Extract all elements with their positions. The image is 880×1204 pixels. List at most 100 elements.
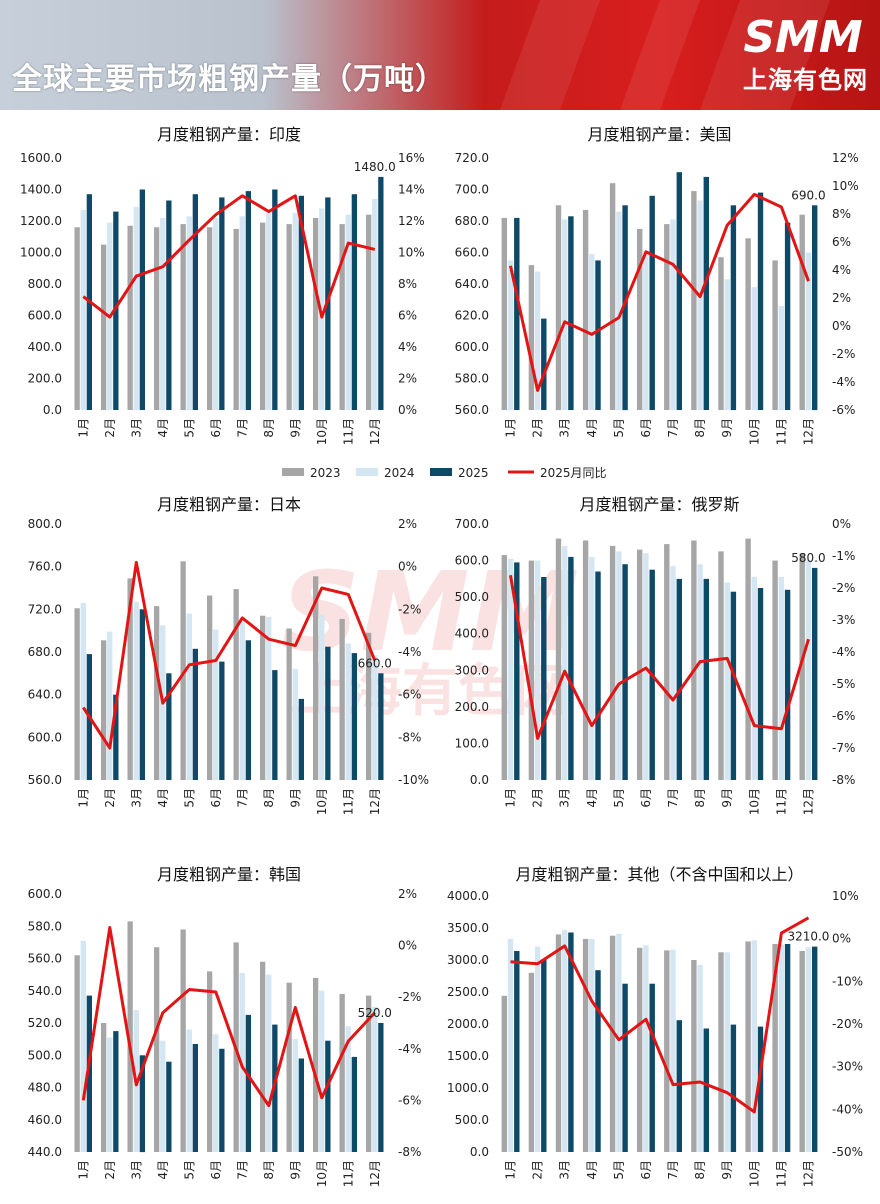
y-tick-label: 1400.0 (20, 183, 62, 197)
bar-2025-12 (378, 176, 384, 410)
y2-tick-label: 12% (398, 214, 425, 228)
bar-2024-9 (292, 1039, 298, 1152)
bar-2024-1 (507, 260, 514, 410)
legend-label: 2025 (458, 466, 489, 480)
brand-name: 上海有色网 (743, 66, 868, 94)
bar-2025-2 (113, 694, 119, 780)
x-tick-label: 9月 (288, 418, 302, 438)
x-tick-label: 6月 (209, 418, 223, 438)
y-tick-label: 600.0 (455, 554, 489, 568)
last-value-label: 3210.0 (787, 930, 829, 944)
y2-tick-label: -4% (398, 1042, 421, 1056)
y-tick-label: 3500.0 (447, 921, 489, 935)
bar-2024-11 (345, 1026, 351, 1152)
bar-2025-6 (649, 983, 655, 1152)
bar-2024-6 (213, 217, 219, 410)
x-tick-label: 7月 (235, 418, 249, 438)
bar-2025-12 (378, 673, 384, 780)
bar-2025-3 (568, 216, 574, 410)
bar-2023-4 (154, 947, 160, 1152)
y2-tick-label: -2% (398, 990, 421, 1004)
y2-tick-label: 10% (832, 889, 859, 903)
x-tick-label: 3月 (558, 1160, 572, 1180)
bar-2023-9 (286, 982, 292, 1152)
bar-2024-11 (345, 214, 351, 410)
y-tick-label: 0.0 (43, 403, 62, 417)
yoy-line (509, 192, 810, 392)
x-tick-label: 6月 (209, 1160, 223, 1180)
x-tick-label: 8月 (693, 418, 707, 438)
yoy-line (81, 926, 376, 1108)
chart-panel-4: 月度粗钢产量：俄罗斯 0.0 100.0 200.0 300.0 400.0 500.0 60… (455, 495, 856, 815)
y2-tick-label: 0% (398, 403, 417, 417)
x-tick-label: 10月 (747, 788, 761, 815)
legend-swatch-2023 (282, 468, 304, 476)
bar-2023-11 (339, 618, 345, 780)
bar-2025-1 (514, 951, 520, 1152)
bar-2023-2 (528, 560, 535, 780)
bar-2023-9 (718, 551, 724, 780)
yoy-line (82, 194, 376, 319)
y2-tick-label: -40% (832, 1102, 863, 1116)
y2-tick-label: -7% (832, 741, 855, 755)
y-tick-label: 2500.0 (447, 985, 489, 999)
bar-2025-4 (595, 571, 601, 780)
bar-2023-8 (691, 960, 697, 1152)
y-tick-label: 200.0 (28, 372, 62, 386)
y2-tick-label: 16% (398, 151, 425, 165)
bar-2023-1 (501, 995, 507, 1152)
bar-2023-2 (101, 244, 107, 410)
bar-2025-7 (245, 191, 251, 410)
x-tick-label: 8月 (693, 1160, 707, 1180)
y-tick-label: 480.0 (28, 1081, 62, 1095)
chart-title: 月度粗钢产量：印度 (157, 125, 301, 144)
x-tick-label: 4月 (585, 1160, 599, 1180)
y2-tick-label: -2% (398, 602, 421, 616)
bar-2024-12 (805, 947, 812, 1152)
y2-tick-label: -2% (832, 347, 855, 361)
bar-2024-8 (266, 616, 272, 780)
x-tick-label: 2月 (103, 418, 117, 438)
last-value-label: 660.0 (358, 656, 392, 670)
bar-2024-3 (133, 601, 139, 780)
bar-2024-11 (778, 306, 785, 410)
y2-tick-label: -2% (832, 581, 855, 595)
x-tick-label: 11月 (774, 1160, 788, 1187)
y-tick-label: 200.0 (455, 700, 489, 714)
y-tick-label: 560.0 (455, 403, 489, 417)
bar-2024-10 (751, 940, 757, 1152)
y-tick-label: 560.0 (28, 952, 62, 966)
bar-2024-8 (266, 974, 272, 1152)
y-tick-label: 620.0 (455, 309, 489, 323)
bar-2024-3 (562, 219, 568, 410)
bar-2024-10 (751, 577, 757, 780)
y-tick-label: 500.0 (455, 590, 489, 604)
bar-2025-8 (703, 176, 709, 410)
bar-2024-9 (724, 279, 730, 410)
bar-2025-10 (757, 192, 764, 410)
bar-2024-1 (507, 558, 514, 780)
bar-2023-8 (691, 191, 697, 410)
x-tick-label: 7月 (235, 1160, 249, 1180)
x-tick-label: 1月 (76, 1160, 90, 1180)
x-tick-label: 12月 (368, 418, 382, 445)
bar-2023-3 (555, 538, 562, 780)
bar-2023-5 (180, 561, 186, 780)
yoy-line (510, 916, 810, 1114)
bar-2025-4 (166, 200, 172, 410)
bar-2024-5 (186, 613, 192, 780)
bar-2025-2 (541, 577, 547, 780)
bar-2023-6 (637, 549, 643, 780)
bar-2023-2 (101, 1023, 107, 1152)
bar-2024-5 (616, 211, 622, 410)
bar-2024-2 (534, 946, 541, 1152)
bar-2024-5 (616, 551, 622, 780)
bar-2023-6 (637, 947, 643, 1152)
y2-tick-label: -6% (832, 709, 855, 723)
bar-2024-6 (643, 250, 649, 410)
bar-2025-8 (703, 578, 709, 780)
x-tick-label: 10月 (747, 1160, 761, 1187)
bar-2024-11 (345, 643, 351, 780)
last-value-label: 580.0 (791, 551, 825, 565)
legend-swatch-2024 (356, 468, 378, 476)
